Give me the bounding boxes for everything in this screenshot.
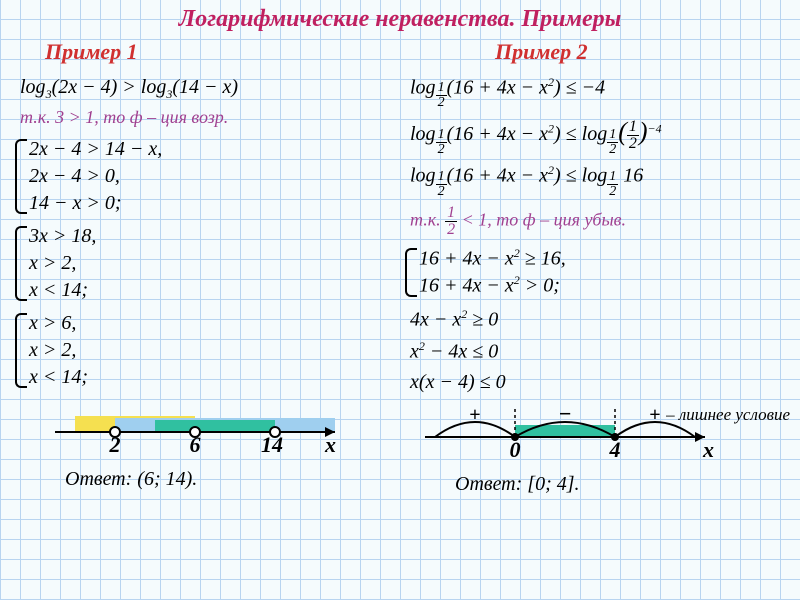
ex1-system-1: 2x − 4 > 14 − x, 2x − 4 > 0, 14 − x > 0;	[15, 137, 395, 216]
ex2-tail: x2 − 4x ≤ 0	[410, 339, 785, 365]
content-columns: Пример 1 log3(2x − 4) > log3(14 − x) т.к…	[0, 33, 800, 503]
ex1-sys3-row: x > 2,	[29, 338, 395, 363]
ex1-system-3: x > 6, x > 2, x < 14;	[15, 311, 395, 390]
ex1-sys3-row: x > 6,	[29, 311, 395, 336]
ex1-sys2-row: 3x > 18,	[29, 224, 395, 249]
page-title: Логарифмические неравенства. Примеры	[0, 0, 800, 33]
ex1-sys2-row: x > 2,	[29, 251, 395, 276]
ex2-sys-row: 16 + 4x − x2 > 0;	[419, 273, 785, 299]
ex1-sys2-row: x < 14;	[29, 278, 395, 303]
ex1-sys3-row: x < 14;	[29, 365, 395, 390]
ex2-sys-row: 16 + 4x − x2 ≥ 16,	[419, 246, 785, 272]
ex2-line1: log12(16 + 4x − x2) ≤ −4	[410, 75, 785, 110]
ex1-number-line: 2 6 14 x	[15, 398, 355, 456]
svg-text:14: 14	[261, 432, 283, 456]
ex1-system-2: 3x > 18, x > 2, x < 14;	[15, 224, 395, 303]
ex2-note: т.к. 12 < 1, то ф – ция убыв.	[410, 205, 785, 238]
ex2-tail: 4x − x2 ≥ 0	[410, 307, 785, 333]
svg-text:x: x	[324, 432, 336, 456]
svg-text:4: 4	[609, 437, 621, 461]
svg-text:−: −	[559, 401, 572, 426]
ex1-note: т.к. 3 > 1, то ф – ция возр.	[20, 106, 395, 129]
svg-text:+: +	[649, 404, 660, 426]
svg-text:+: +	[469, 404, 480, 426]
example-2-heading: Пример 2	[495, 39, 785, 65]
svg-text:0: 0	[510, 437, 521, 461]
svg-text:x: x	[702, 437, 714, 461]
svg-text:2: 2	[109, 432, 121, 456]
ex2-line2: log12(16 + 4x − x2) ≤ log12(12)−4	[410, 116, 785, 157]
ex2-system: 16 + 4x − x2 ≥ 16, 16 + 4x − x2 > 0;	[405, 246, 785, 299]
ex1-sys1-row: 2x − 4 > 0,	[29, 164, 395, 189]
example-2: Пример 2 log12(16 + 4x − x2) ≤ −4 log12(…	[405, 33, 785, 503]
ex2-answer: Ответ: [0; 4].	[455, 472, 785, 497]
ex2-tail: x(x − 4) ≤ 0	[410, 370, 785, 395]
ex1-sys1-row: 2x − 4 > 14 − x,	[29, 137, 395, 162]
svg-text:6: 6	[190, 432, 201, 456]
ex2-sign-line: + − + 0 4 x	[405, 401, 725, 461]
example-1-heading: Пример 1	[45, 39, 395, 65]
ex2-line3: log12(16 + 4x − x2) ≤ log12 16	[410, 163, 785, 198]
ex1-sys1-row: 14 − x > 0;	[29, 191, 395, 216]
example-1: Пример 1 log3(2x − 4) > log3(14 − x) т.к…	[15, 33, 395, 503]
ex1-inequality: log3(2x − 4) > log3(14 − x)	[20, 75, 395, 100]
ex1-answer: Ответ: (6; 14).	[65, 467, 395, 492]
